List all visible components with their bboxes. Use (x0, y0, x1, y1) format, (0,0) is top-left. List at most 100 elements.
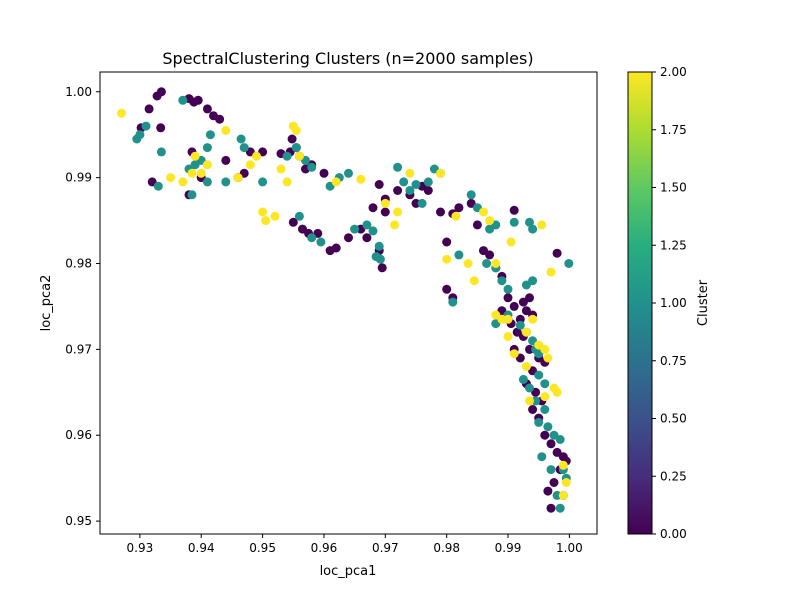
scatter-point-cluster-0 (319, 168, 329, 178)
scatter-point-cluster-2 (506, 237, 516, 247)
scatter-point-cluster-0 (442, 284, 452, 294)
scatter-point-cluster-1 (282, 151, 292, 161)
scatter-point-cluster-0 (380, 207, 390, 217)
scatter-point-cluster-1 (518, 374, 528, 384)
scatter-point-cluster-0 (543, 486, 553, 496)
scatter-point-cluster-1 (534, 417, 544, 427)
colorbar-tick-label: 1.00 (660, 296, 687, 310)
scatter-point-cluster-2 (294, 151, 304, 161)
scatter-point-cluster-1 (448, 297, 458, 307)
scatter-point-cluster-1 (497, 276, 507, 286)
scatter-point-cluster-0 (377, 263, 387, 273)
scatter-point-cluster-1 (178, 95, 188, 105)
scatter-point-cluster-1 (534, 370, 544, 380)
scatter-point-cluster-1 (362, 220, 372, 230)
scatter-point-cluster-1 (350, 224, 360, 234)
scatter-point-cluster-2 (190, 151, 200, 161)
scatter-point-cluster-1 (371, 252, 381, 262)
scatter-point-cluster-0 (454, 203, 464, 213)
scatter-point-cluster-2 (258, 207, 268, 217)
colorbar-tick-label: 0.75 (660, 354, 687, 368)
scatter-point-cluster-1 (368, 226, 378, 236)
scatter-point-cluster-2 (245, 160, 255, 170)
scatter-point-cluster-2 (356, 174, 366, 184)
scatter-point-cluster-0 (156, 87, 166, 97)
scatter-point-cluster-2 (525, 396, 534, 406)
scatter-point-cluster-2 (552, 387, 562, 397)
plot-area: 0.93 0.94 0.95 0.96 0.97 0.98 0.99 1.00 0.950.9… (65, 71, 598, 555)
scatter-point-cluster-0 (442, 237, 452, 247)
scatter-point-cluster-1 (417, 198, 427, 208)
scatter-point-cluster-0 (368, 203, 378, 213)
scatter-point-cluster-2 (282, 177, 292, 187)
scatter-point-cluster-1 (344, 168, 353, 178)
colorbar-tick-label: 0.00 (660, 527, 687, 541)
scatter-point-cluster-2 (521, 362, 531, 371)
colorbar: 0.00 0.25 0.50 0.75 1.00 1.25 1.50 1.75 2.00 Clu… (627, 65, 711, 541)
scatter-point-cluster-0 (552, 248, 562, 258)
scatter-point-cluster-1 (555, 503, 565, 513)
scatter-point-cluster-2 (543, 353, 553, 363)
scatter-point-cluster-1 (405, 186, 415, 195)
scatter-point-cluster-2 (540, 344, 550, 354)
scatter-point-cluster-0 (288, 217, 298, 227)
colorbar-tick-label: 1.50 (660, 181, 687, 195)
scatter-point-cluster-1 (528, 224, 538, 234)
scatter-point-cluster-1 (552, 490, 562, 500)
scatter-point-cluster-0 (436, 207, 445, 217)
scatter-point-cluster-0 (503, 293, 513, 303)
y-axis-ticks: 0.95 0.96 0.97 0.98 0.99 1.00 (65, 85, 100, 528)
scatter-point-cluster-1 (466, 190, 476, 200)
scatter-point-cluster-1 (503, 284, 513, 294)
scatter-point-cluster-0 (221, 155, 231, 165)
scatter-point-cluster-1 (540, 379, 550, 389)
scatter-point-cluster-1 (515, 320, 525, 330)
scatter-point-cluster-1 (543, 422, 553, 432)
scatter-point-cluster-1 (482, 259, 492, 268)
scatter-point-cluster-1 (528, 276, 538, 286)
scatter-point-cluster-0 (156, 123, 166, 133)
y-tick-label: 0.97 (65, 342, 92, 356)
scatter-point-cluster-1 (236, 134, 246, 144)
scatter-point-cluster-0 (344, 233, 353, 243)
scatter-point-cluster-1 (564, 259, 574, 268)
scatter-point-cluster-1 (156, 147, 166, 157)
scatter-point-cluster-1 (205, 130, 215, 140)
scatter-point-cluster-1 (202, 143, 212, 153)
scatter-point-cluster-1 (525, 217, 534, 227)
scatter-point-cluster-2 (196, 168, 206, 178)
x-tick-label: 0.93 (127, 541, 154, 555)
scatter-point-cluster-0 (546, 439, 556, 449)
scatter-point-cluster-1 (546, 465, 556, 475)
scatter-point-cluster-2 (509, 349, 519, 359)
scatter-point-cluster-2 (270, 211, 280, 221)
scatter-point-cluster-1 (187, 190, 197, 200)
scatter-point-cluster-1 (307, 162, 317, 172)
scatter-point-cluster-2 (528, 314, 538, 324)
scatter-point-cluster-2 (479, 207, 488, 217)
y-tick-label: 0.95 (65, 514, 92, 528)
colorbar-label: Cluster (696, 279, 711, 326)
scatter-point-cluster-1 (555, 435, 565, 444)
scatter-point-cluster-2 (166, 173, 176, 183)
scatter-point-cluster-0 (540, 430, 550, 440)
x-tick-label: 0.98 (433, 541, 460, 555)
scatter-point-cluster-2 (521, 327, 531, 337)
scatter-point-cluster-2 (261, 216, 271, 226)
scatter-point-cluster-1 (399, 177, 409, 187)
scatter-point-cluster-0 (374, 180, 384, 189)
scatter-point-cluster-2 (503, 314, 513, 324)
scatter-point-cluster-0 (518, 297, 528, 307)
x-axis-ticks: 0.93 0.94 0.95 0.96 0.97 0.98 0.99 1.00 (127, 534, 583, 555)
scatter-point-cluster-2 (252, 151, 261, 161)
scatter-point-cluster-2 (221, 125, 231, 135)
scatter-point-cluster-0 (509, 301, 519, 311)
scatter-point-cluster-2 (540, 392, 550, 402)
scatter-point-cluster-0 (472, 220, 482, 230)
colorbar-tick-label: 0.25 (660, 469, 687, 483)
scatter-point-cluster-1 (537, 452, 547, 462)
scatter-point-cluster-1 (135, 130, 145, 140)
data-points (117, 87, 574, 513)
axes-frame (99, 71, 598, 535)
